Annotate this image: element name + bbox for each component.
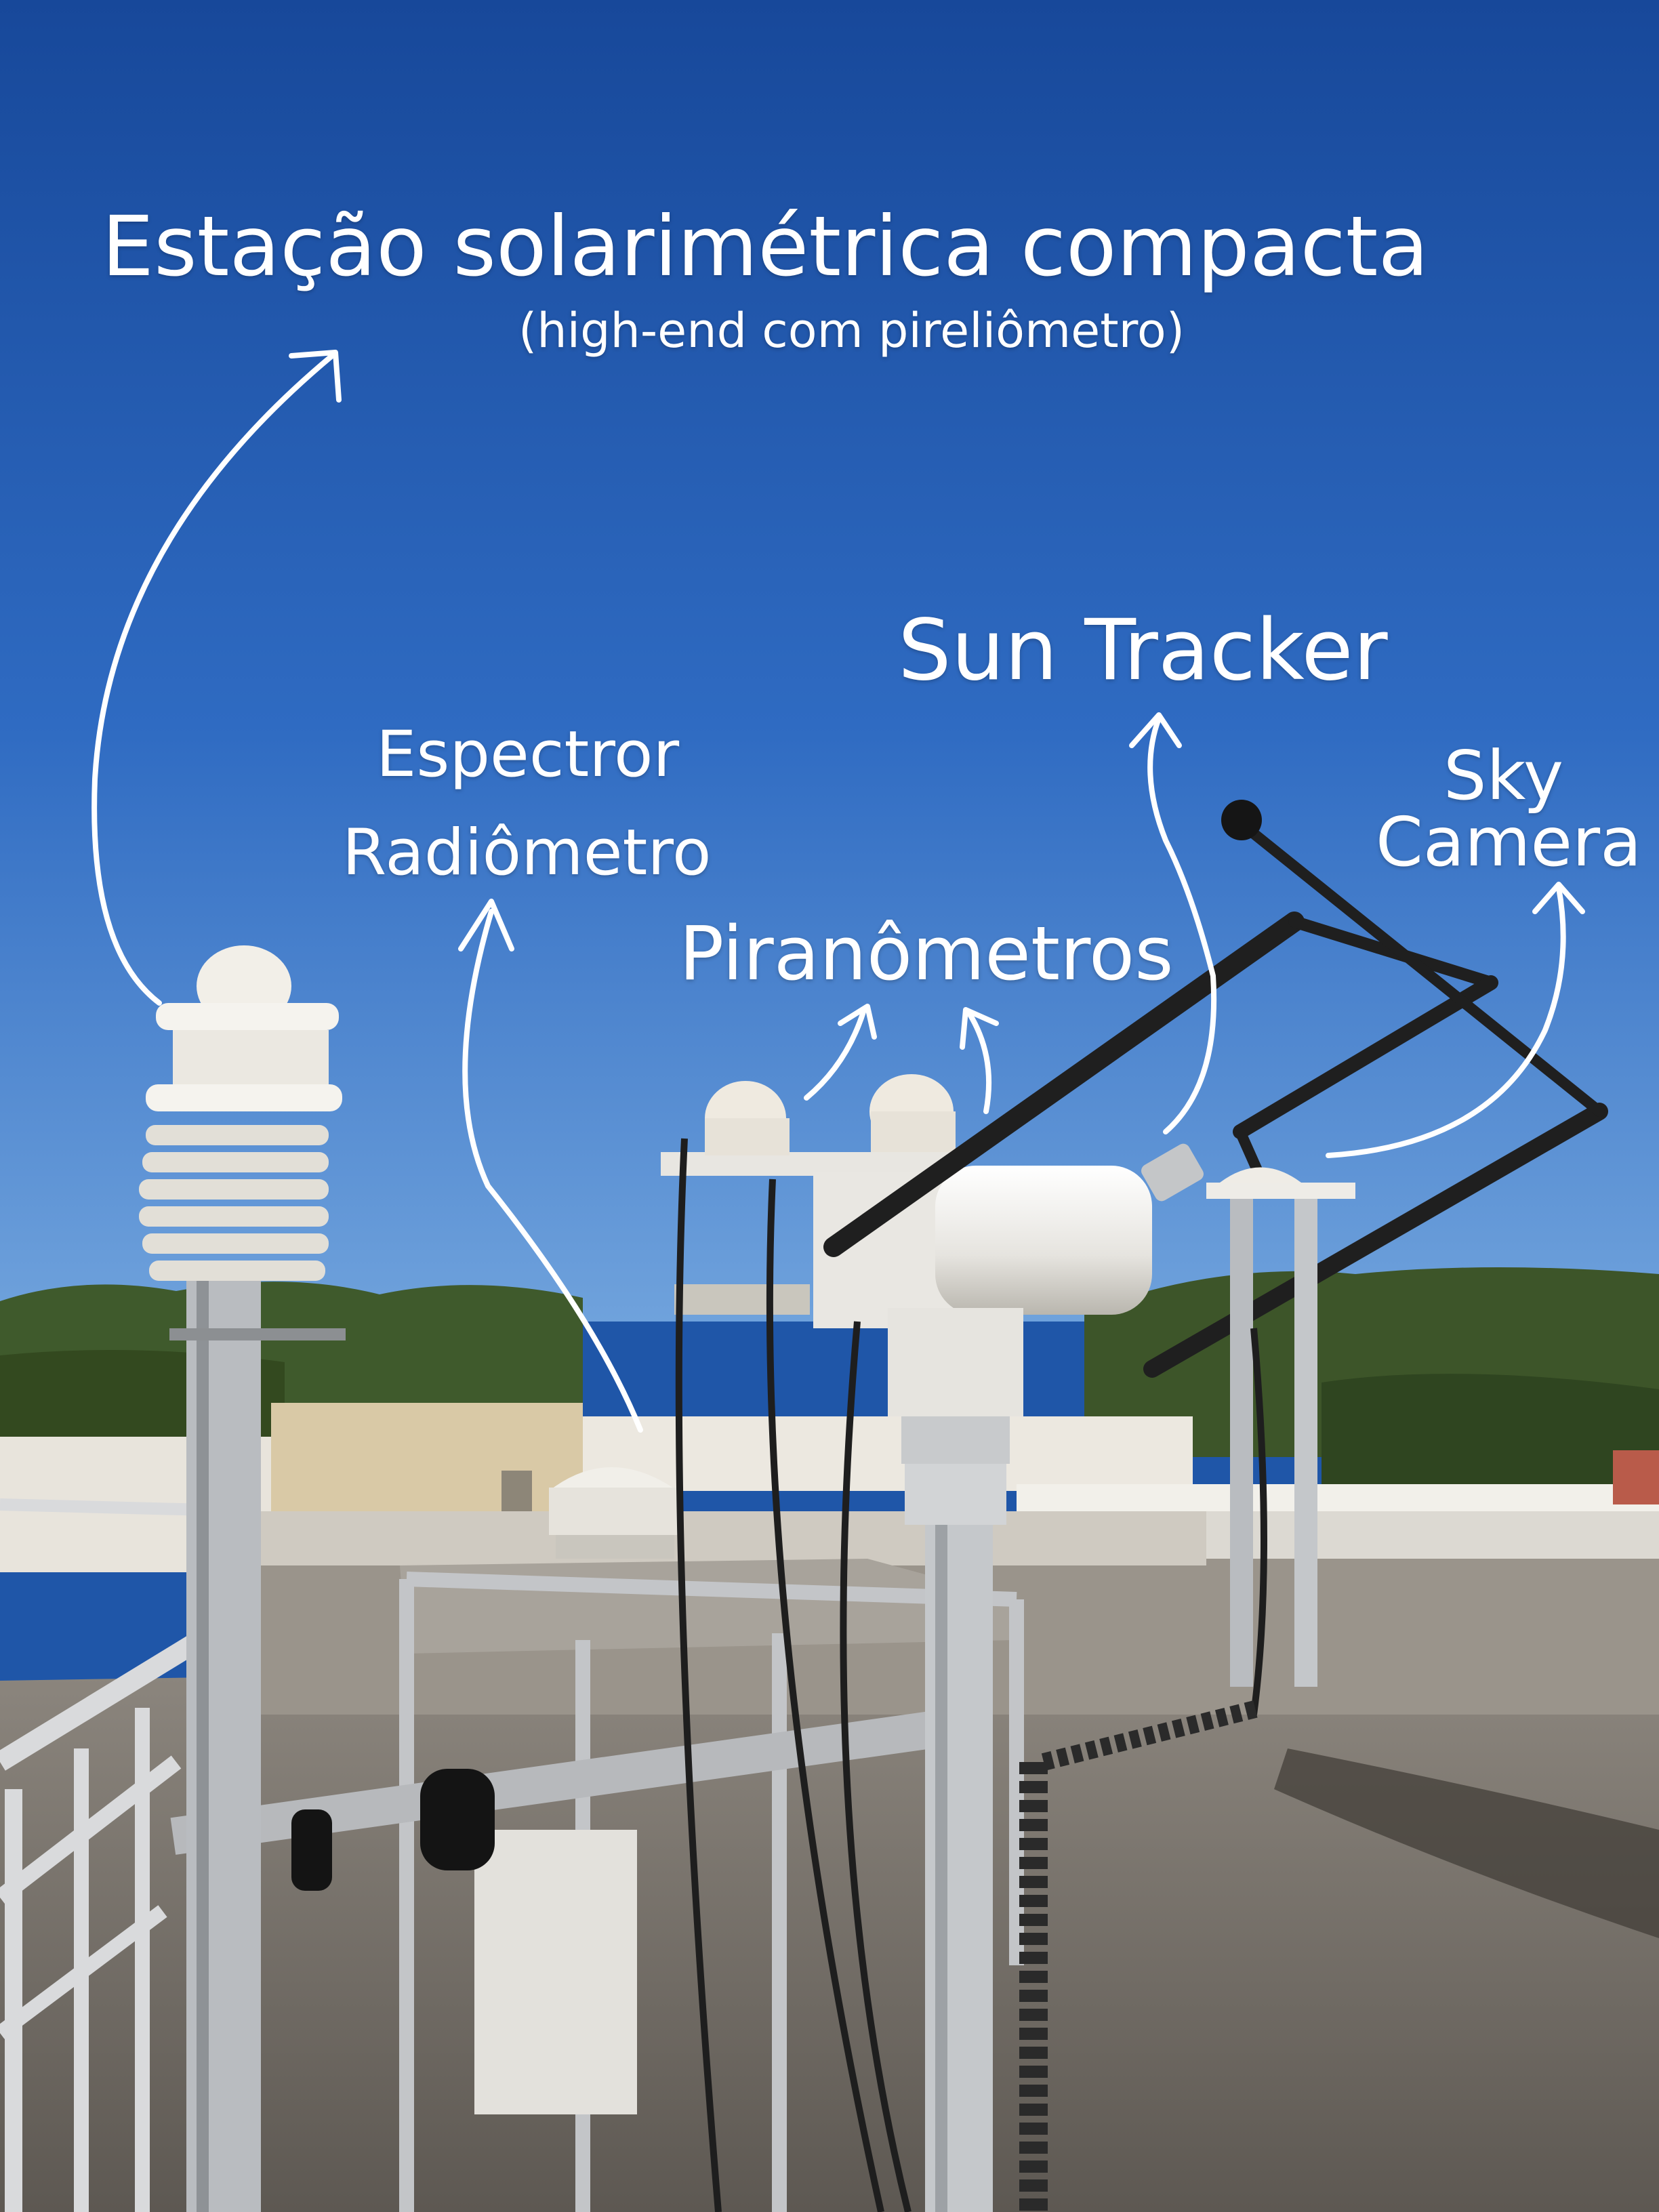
sun-tracker <box>813 1143 1204 2212</box>
railing <box>0 1498 258 2212</box>
arrow-piranometro-left <box>804 1007 867 1101</box>
espectror-label: Espectror <box>376 718 680 792</box>
tree-line <box>0 1267 1659 1525</box>
compact-weather-station <box>139 945 346 2212</box>
arrowhead-title <box>289 350 342 403</box>
arrowhead-piranometro-right <box>960 1007 999 1050</box>
arrowhead-sky-camera <box>1532 882 1585 914</box>
cables <box>675 1138 1267 2212</box>
spectroradiometer <box>549 1467 681 1559</box>
equipment-frame <box>170 1559 1024 2212</box>
arrow-piranometro-right <box>966 1010 992 1114</box>
piranometros-label: Piranômetros <box>679 910 1174 997</box>
arrow-to-sun-tracker <box>1147 716 1217 1134</box>
cable-tie <box>291 1769 495 1891</box>
sky-label: Sky <box>1443 736 1564 815</box>
annotation-arrows <box>91 350 1585 1433</box>
stadium <box>674 1284 810 1315</box>
sun-tracker-label: Sun Tracker <box>898 602 1388 699</box>
roof-shadow <box>1274 1748 1659 1938</box>
radiometro-label: Radiômetro <box>342 816 712 890</box>
arrow-to-title <box>91 353 335 1006</box>
roof-deck <box>258 1511 1206 1565</box>
subtitle-label: (high-end com pireliômetro) <box>518 303 1185 359</box>
camera-label: Camera <box>1376 802 1642 882</box>
arrowhead-radiometer <box>458 899 514 951</box>
arrowhead-sun-tracker <box>1129 712 1182 748</box>
arrowhead-piranometro-left <box>838 1004 877 1040</box>
shading-ball-arm <box>823 800 1608 1378</box>
title-label: Estação solarimétrica compacta <box>102 199 1429 295</box>
sky-camera <box>1206 1167 1355 1687</box>
arrow-to-radiometer <box>462 909 643 1433</box>
pyranometers <box>661 1074 959 1176</box>
arrow-to-sky-camera <box>1326 885 1566 1158</box>
